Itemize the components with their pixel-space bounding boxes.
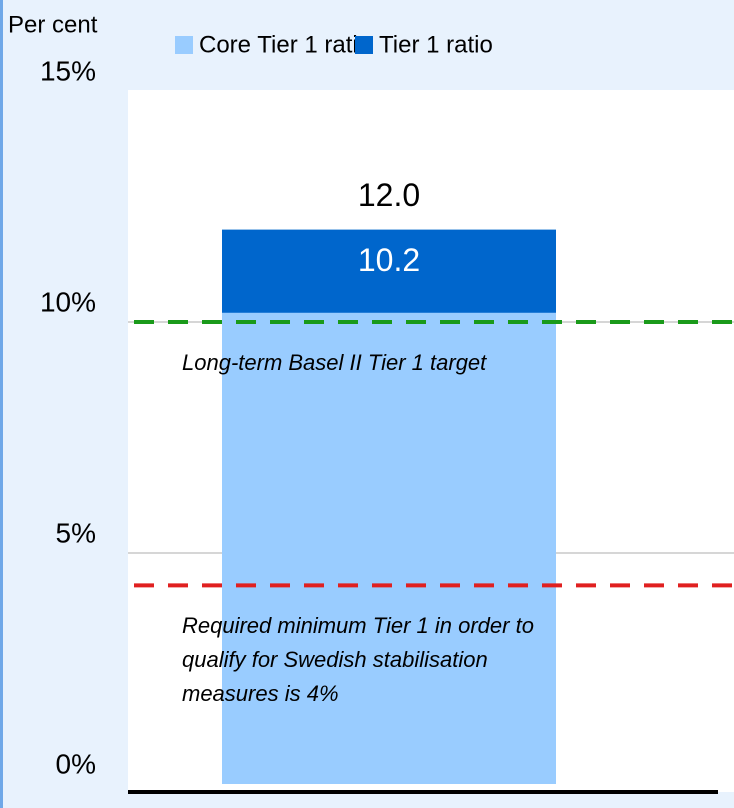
legend-label: Core Tier 1 ratio bbox=[199, 31, 371, 58]
left-border bbox=[0, 0, 3, 808]
legend-swatch bbox=[355, 36, 373, 54]
bar bbox=[222, 312, 556, 784]
value-label: 12.0 bbox=[358, 177, 420, 213]
y-tick-label: 10% bbox=[40, 286, 96, 317]
annotation: Required minimum Tier 1 in order to bbox=[182, 613, 534, 638]
y-tick-label: 5% bbox=[56, 517, 96, 548]
annotation: measures is 4% bbox=[182, 681, 339, 706]
value-label: 10.2 bbox=[358, 242, 420, 278]
legend-swatch bbox=[175, 36, 193, 54]
legend-label: Tier 1 ratio bbox=[379, 31, 493, 58]
y-tick-label: 15% bbox=[40, 55, 96, 86]
y-tick-label: 0% bbox=[56, 748, 96, 779]
y-axis-label: Per cent bbox=[8, 11, 98, 38]
annotation: Long-term Basel II Tier 1 target bbox=[182, 350, 487, 375]
annotation: qualify for Swedish stabilisation bbox=[182, 647, 488, 672]
